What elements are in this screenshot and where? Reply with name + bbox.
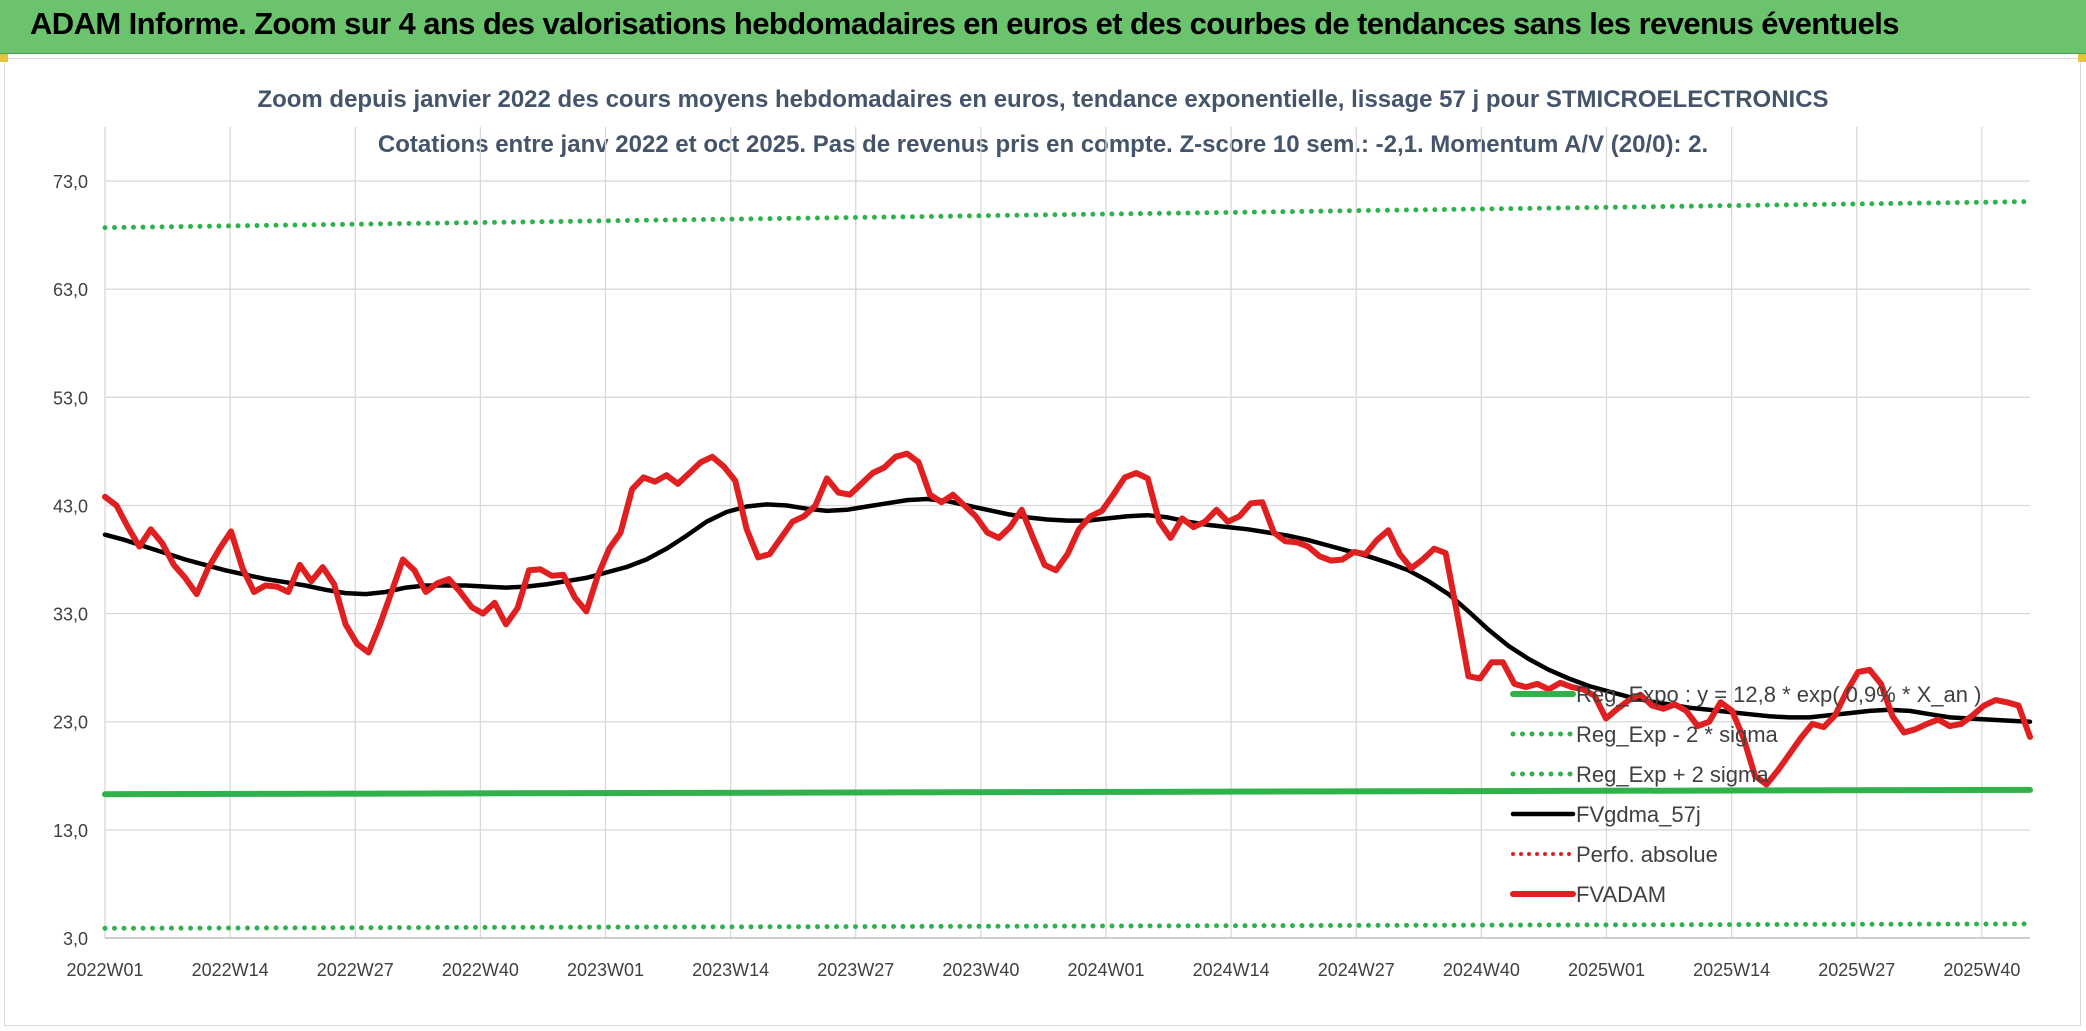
y-tick-label: 53,0 [53, 388, 88, 408]
legend-reg-exp-minus-2sigma: Reg_Exp - 2 * sigma [1510, 722, 1779, 747]
x-tick-label: 2025W14 [1693, 960, 1770, 980]
y-tick-label: 73,0 [53, 172, 88, 192]
grid-lines [104, 127, 2030, 939]
x-tick-label: 2023W14 [692, 960, 769, 980]
y-axis: 3,0 13,0 23,0 33,0 43,0 53,0 63,0 73,0 [53, 172, 88, 949]
x-tick-label: 2023W01 [567, 960, 644, 980]
x-tick-label: 2022W27 [317, 960, 394, 980]
chart-frame [4, 58, 2081, 1026]
x-tick-label: 2023W27 [817, 960, 894, 980]
legend: Reg_Expo : y = 12,8 * exp( 0,9% * X_an )… [1510, 682, 1981, 907]
series-fvadam [102, 450, 2033, 788]
x-tick-label: 2022W01 [66, 960, 143, 980]
legend-perfo-absolue: Perfo. absolue [1511, 842, 1718, 867]
legend-label: Reg_Expo : y = 12,8 * exp( 0,9% * X_an ) [1576, 682, 1981, 707]
legend-label: Reg_Exp - 2 * sigma [1576, 722, 1779, 747]
x-tick-label: 2025W40 [1943, 960, 2020, 980]
chart-subtitle: Cotations entre janv 2022 et oct 2025. P… [378, 131, 1708, 158]
series-reg-expo [102, 786, 2033, 798]
y-tick-label: 3,0 [63, 929, 88, 949]
series-layer [102, 199, 2033, 931]
series-reg-exp-minus-2sigma [102, 921, 2033, 931]
legend-label: Reg_Exp + 2 sigma [1576, 762, 1769, 787]
legend-fvgdma-57j: FVgdma_57j [1510, 802, 1701, 827]
x-tick-label: 2024W40 [1443, 960, 1520, 980]
x-tick-label: 2025W27 [1818, 960, 1895, 980]
chart-title: Zoom depuis janvier 2022 des cours moyen… [257, 86, 1828, 113]
x-tick-label: 2024W01 [1067, 960, 1144, 980]
y-tick-label: 63,0 [53, 280, 88, 300]
legend-reg-exp-plus-2sigma: Reg_Exp + 2 sigma [1510, 762, 1769, 787]
x-tick-label: 2024W27 [1318, 960, 1395, 980]
x-tick-label: 2024W14 [1193, 960, 1270, 980]
series-fvgdma-57j [102, 496, 2033, 724]
legend-fvadam: FVADAM [1510, 882, 1666, 907]
corner-mark [0, 54, 8, 62]
legend-label: FVADAM [1576, 882, 1666, 907]
y-tick-label: 13,0 [53, 821, 88, 841]
y-tick-label: 23,0 [53, 713, 88, 733]
report-banner: ADAM Informe. Zoom sur 4 ans des valoris… [0, 0, 2086, 54]
y-tick-label: 43,0 [53, 496, 88, 516]
legend-reg-expo: Reg_Expo : y = 12,8 * exp( 0,9% * X_an ) [1510, 682, 1981, 707]
x-tick-label: 2022W14 [192, 960, 269, 980]
series-reg-exp-plus-2sigma [102, 199, 2033, 231]
x-tick-label: 2022W40 [442, 960, 519, 980]
report-title: ADAM Informe. Zoom sur 4 ans des valoris… [30, 6, 1900, 41]
x-tick-label: 2025W01 [1568, 960, 1645, 980]
legend-label: Perfo. absolue [1576, 842, 1718, 867]
legend-label: FVgdma_57j [1576, 802, 1701, 827]
x-axis: 2022W01 2022W14 2022W27 2022W40 2023W01 2023W… [66, 960, 2020, 980]
x-tick-label: 2023W40 [942, 960, 1019, 980]
y-tick-label: 33,0 [53, 605, 88, 625]
corner-mark [2078, 54, 2086, 62]
